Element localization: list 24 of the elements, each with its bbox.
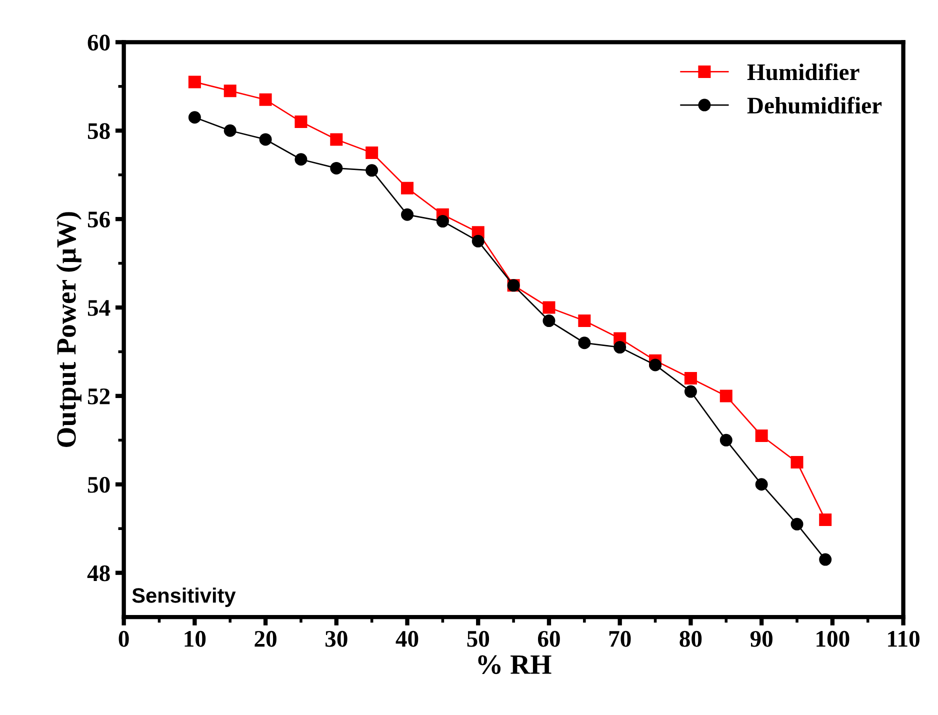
y-tick-label: 54 [88, 300, 110, 316]
y-tick-label: 58 [88, 123, 110, 140]
y-tick-label: 52 [88, 388, 110, 404]
x-tick-label: 0 [118, 630, 129, 647]
y-tick-label: 50 [88, 476, 110, 493]
x-tick-label: 10 [184, 630, 206, 647]
x-tick-label: 110 [888, 630, 920, 647]
x-tick-label: 100 [816, 630, 850, 647]
y-axis-title: Output Power (μW) [56, 212, 82, 447]
x-tick-label: 70 [609, 630, 631, 647]
x-axis-title: % RH [478, 655, 552, 674]
legend-label: Dehumidifier [747, 96, 882, 114]
y-tick-label: 48 [87, 565, 110, 582]
y-tick-label: 60 [88, 34, 110, 51]
x-tick-label: 20 [254, 630, 276, 647]
x-tick-label: 60 [538, 630, 560, 647]
y-tick-label: 56 [88, 212, 110, 228]
x-tick-label: 40 [396, 630, 418, 647]
x-tick-label: 90 [750, 630, 772, 647]
legend-label: Humidifier [747, 63, 860, 80]
x-tick-label: 30 [325, 630, 348, 647]
x-tick-label: 80 [680, 630, 702, 647]
x-tick-label: 50 [467, 630, 490, 647]
annotation: Sensitivity [132, 588, 236, 607]
